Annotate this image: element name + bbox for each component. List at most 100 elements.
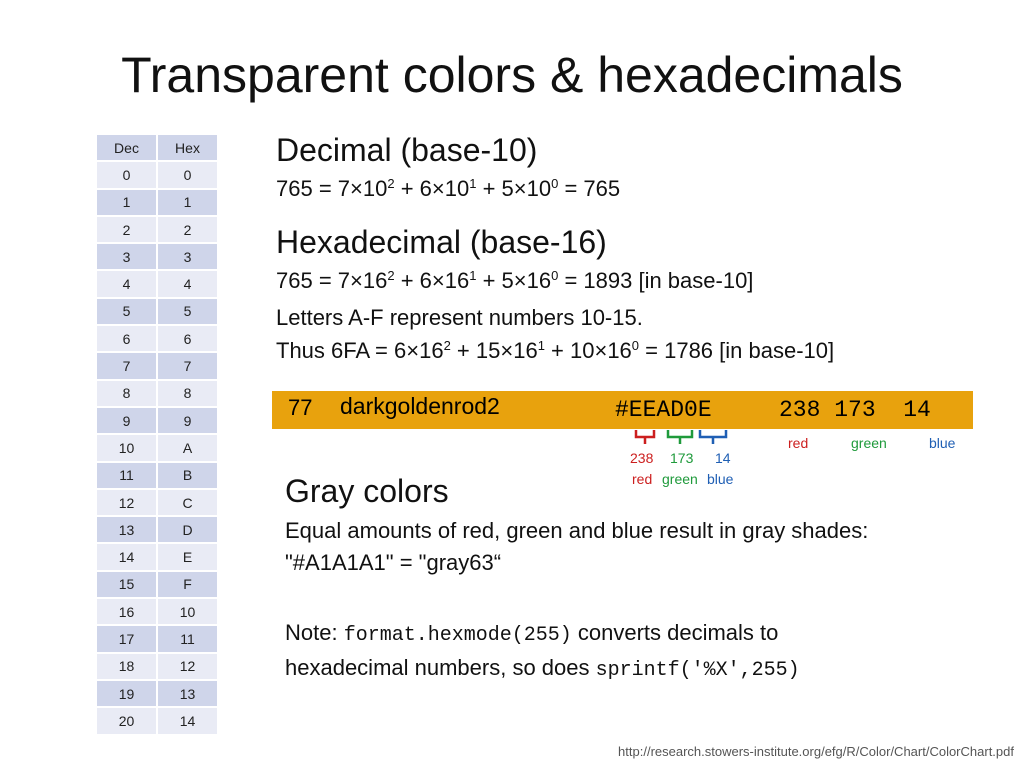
hex-part-green-value: 173: [670, 450, 694, 466]
table-row: 14 E: [95, 542, 219, 572]
table-row: 19 13: [95, 678, 219, 709]
hex-cell: B: [156, 460, 219, 490]
hex-cell: 12: [156, 651, 219, 681]
note-text: converts decimals to: [571, 620, 779, 645]
red-bracket: [634, 430, 656, 444]
note-line-1: Note: format.hexmode(255) converts decim…: [285, 619, 778, 650]
dec-cell: 14: [95, 542, 158, 572]
hex-cell: F: [156, 569, 219, 600]
eq-exponent: 0: [551, 268, 559, 283]
gray-heading: Gray colors: [285, 473, 449, 509]
rgb-label-green: green: [851, 435, 887, 451]
hex-part-blue-value: 14: [715, 450, 731, 466]
hex-part-red-label: red: [632, 471, 653, 487]
color-number: 77: [288, 395, 313, 420]
green-bracket: [666, 430, 694, 444]
eq-text: + 15×16: [450, 338, 538, 363]
note-line-2: hexadecimal numbers, so does sprintf('%X…: [285, 654, 800, 685]
eq-exponent: 1: [469, 268, 477, 283]
eq-text: + 10×16: [544, 338, 632, 363]
table-row: 16 10: [95, 597, 219, 627]
eq-exponent: 2: [387, 176, 395, 191]
dec-cell: 7: [95, 351, 158, 381]
table-row: 18 12: [95, 651, 219, 681]
hexadecimal-equation: 765 = 7×162 + 6×161 + 5×160 = 1893 [in b…: [276, 267, 753, 295]
color-hex-code: #EEAD0E: [615, 397, 712, 423]
eq-text: + 5×16: [476, 268, 552, 293]
hex-cell: A: [156, 433, 219, 463]
hex-cell: 3: [156, 242, 219, 272]
eq-exponent: 0: [631, 338, 640, 353]
table-row: 17 11: [95, 624, 219, 654]
eq-text: = 1893 [in base-10]: [558, 268, 754, 293]
rgb-label-red: red: [788, 435, 809, 451]
eq-exponent: 2: [443, 338, 451, 353]
table-row: 12 C: [95, 487, 219, 518]
dec-cell: 0: [95, 160, 158, 190]
table-row: 10 A: [95, 433, 219, 463]
eq-text: 765 = 7×10: [276, 176, 388, 201]
hex-cell: 11: [156, 624, 219, 654]
table-row: 11 B: [95, 460, 219, 490]
note-code-sprintf: sprintf('%X',255): [595, 659, 800, 682]
eq-text: Thus 6FA = 6×16: [276, 338, 444, 363]
hex-cell: 5: [156, 296, 219, 327]
dec-cell: 13: [95, 515, 158, 545]
note-code-hexmode: format.hexmode(255): [343, 624, 572, 647]
hex-cell: 8: [156, 378, 219, 408]
hex-cell: E: [156, 542, 219, 572]
table-row: 13 D: [95, 515, 219, 545]
dec-hex-table: Dec Hex 0 0 1 1 2 2 3 3 4 4 5 5 6 6 7 7 8 8 9 9 10 A 11 B 12 C 13 D…: [95, 132, 219, 736]
eq-text: = 1786 [in base-10]: [639, 338, 835, 363]
hex-part-red-value: 238: [630, 450, 654, 466]
dec-cell: 18: [95, 651, 158, 681]
dec-cell: 2: [95, 214, 158, 245]
dec-cell: 5: [95, 296, 158, 327]
eq-text: + 5×10: [476, 176, 552, 201]
dec-cell: 10: [95, 433, 158, 463]
hexadecimal-heading: Hexadecimal (base-16): [276, 224, 607, 260]
table-row: 15 F: [95, 569, 219, 600]
rgb-label-blue: blue: [929, 435, 956, 451]
dec-cell: 15: [95, 569, 158, 600]
color-sample-bar: 77 darkgoldenrod2 #EEAD0E 238 173 14: [272, 391, 973, 429]
hex-cell: 13: [156, 678, 219, 709]
column-header-hex: Hex: [156, 132, 219, 163]
hex-cell: 2: [156, 214, 219, 245]
color-name: darkgoldenrod2: [340, 393, 500, 419]
eq-text: + 6×10: [394, 176, 470, 201]
dec-cell: 12: [95, 487, 158, 518]
hex-cell: 7: [156, 351, 219, 381]
decimal-heading: Decimal (base-10): [276, 132, 538, 168]
eq-text: 765 = 7×16: [276, 268, 388, 293]
hex-cell: 0: [156, 160, 219, 190]
table-body: 0 0 1 1 2 2 3 3 4 4 5 5 6 6 7 7 8 8 9 9 10 A 11 B 12 C 13 D 14 E 15 F 16…: [95, 160, 219, 736]
table-header-row: Dec Hex: [95, 132, 219, 163]
blue-bracket: [698, 430, 728, 444]
note-prefix: Note:: [285, 620, 344, 645]
dec-cell: 9: [95, 405, 158, 436]
gray-example: "#A1A1A1" = "gray63“: [285, 550, 502, 575]
hex-cell: C: [156, 487, 219, 518]
hex-cell: 6: [156, 324, 219, 354]
column-header-dec: Dec: [95, 132, 158, 163]
eq-exponent: 1: [537, 338, 545, 353]
eq-text: + 6×16: [394, 268, 470, 293]
decimal-equation: 765 = 7×102 + 6×101 + 5×100 = 765: [276, 175, 620, 203]
dec-cell: 8: [95, 378, 158, 408]
hex-brackets: [634, 430, 728, 444]
hex-cell: 10: [156, 597, 219, 627]
hex-part-green-label: green: [662, 471, 698, 487]
dec-cell: 1: [95, 187, 158, 217]
dec-cell: 17: [95, 624, 158, 654]
eq-text: = 765: [558, 176, 621, 201]
hex-cell: 1: [156, 187, 219, 217]
source-url: http://research.stowers-institute.org/ef…: [618, 744, 1014, 759]
hex-part-blue-label: blue: [707, 471, 734, 487]
